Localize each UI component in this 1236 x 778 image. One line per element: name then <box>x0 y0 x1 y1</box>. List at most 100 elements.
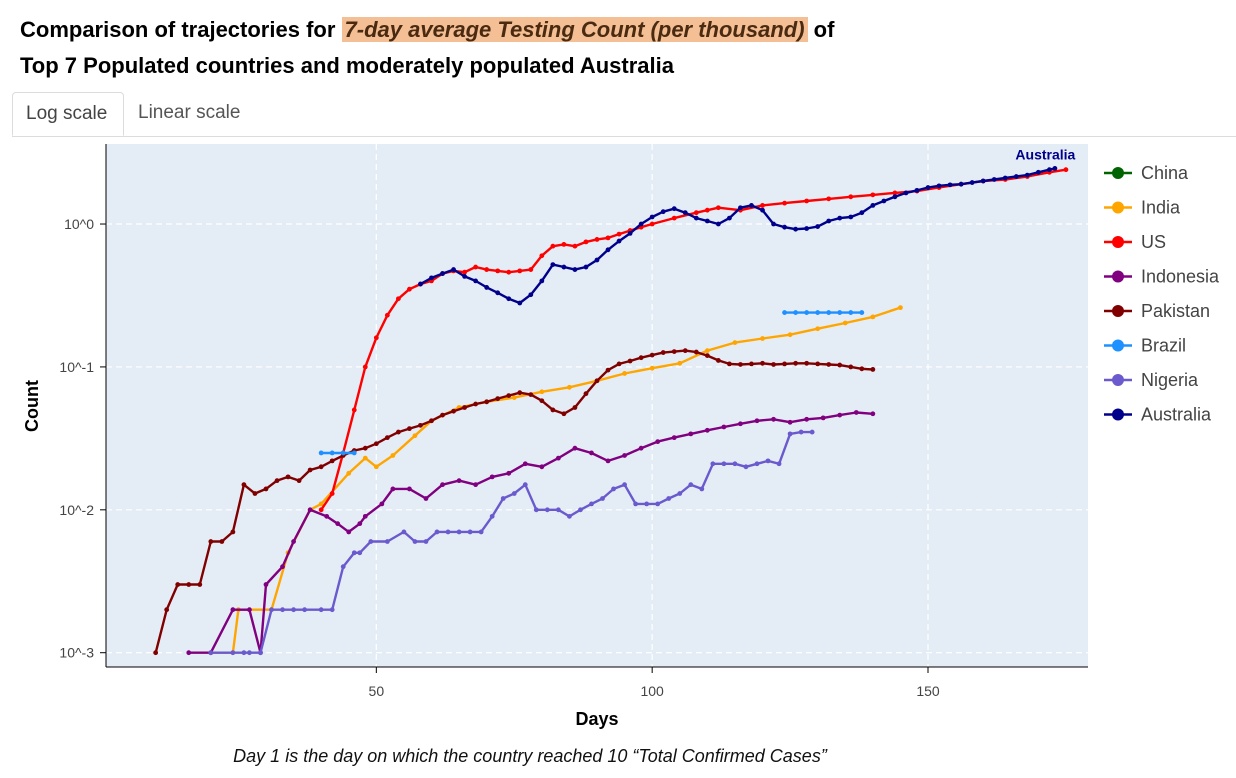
data-point-pakistan[interactable] <box>252 491 258 496</box>
data-point-nigeria[interactable] <box>401 529 407 535</box>
data-point-pakistan[interactable] <box>815 361 821 367</box>
data-point-indonesia[interactable] <box>440 482 445 488</box>
data-point-australia[interactable] <box>738 205 743 211</box>
data-point-pakistan[interactable] <box>782 361 787 367</box>
data-point-us[interactable] <box>605 235 611 241</box>
data-point-pakistan[interactable] <box>594 378 600 384</box>
data-point-indonesia[interactable] <box>771 416 776 422</box>
data-point-pakistan[interactable] <box>870 367 876 372</box>
data-point-nigeria[interactable] <box>721 461 727 467</box>
data-point-indonesia[interactable] <box>870 411 876 417</box>
data-point-indonesia[interactable] <box>291 539 296 544</box>
data-point-indonesia[interactable] <box>362 513 368 519</box>
data-point-pakistan[interactable] <box>462 405 467 410</box>
data-point-indonesia[interactable] <box>506 470 512 476</box>
data-point-pakistan[interactable] <box>506 393 512 398</box>
legend-item-india[interactable]: India <box>1104 198 1181 218</box>
data-point-nigeria[interactable] <box>544 507 550 513</box>
data-point-pakistan[interactable] <box>616 361 622 367</box>
data-point-australia[interactable] <box>451 267 456 272</box>
data-point-pakistan[interactable] <box>197 582 203 587</box>
data-point-nigeria[interactable] <box>456 529 462 535</box>
data-point-us[interactable] <box>572 243 578 249</box>
data-point-pakistan[interactable] <box>164 607 170 613</box>
data-point-us[interactable] <box>462 269 467 275</box>
data-point-nigeria[interactable] <box>522 482 528 488</box>
data-point-pakistan[interactable] <box>307 467 313 473</box>
data-point-us[interactable] <box>329 491 335 496</box>
tab-log-scale[interactable]: Log scale <box>12 92 124 136</box>
data-point-us[interactable] <box>804 198 810 204</box>
data-point-us[interactable] <box>561 242 567 247</box>
data-point-us[interactable] <box>693 210 699 216</box>
data-point-pakistan[interactable] <box>153 650 159 656</box>
data-point-us[interactable] <box>395 296 401 302</box>
data-point-indonesia[interactable] <box>335 521 341 527</box>
data-point-pakistan[interactable] <box>771 362 776 367</box>
data-point-pakistan[interactable] <box>473 401 479 407</box>
data-point-indonesia[interactable] <box>346 529 352 535</box>
data-point-us[interactable] <box>473 264 479 270</box>
data-point-pakistan[interactable] <box>208 539 214 544</box>
data-point-nigeria[interactable] <box>688 482 694 488</box>
data-point-nigeria[interactable] <box>208 650 214 656</box>
data-point-australia[interactable] <box>1035 169 1041 175</box>
data-point-nigeria[interactable] <box>384 539 390 544</box>
data-point-brazil[interactable] <box>351 450 357 456</box>
data-point-australia[interactable] <box>649 214 655 220</box>
data-point-indonesia[interactable] <box>754 418 760 424</box>
data-point-pakistan[interactable] <box>219 539 225 544</box>
data-point-brazil[interactable] <box>318 450 324 456</box>
data-point-us[interactable] <box>506 269 512 275</box>
data-point-pakistan[interactable] <box>550 407 556 413</box>
data-point-indonesia[interactable] <box>704 427 710 433</box>
data-point-australia[interactable] <box>980 178 986 184</box>
data-point-indonesia[interactable] <box>247 607 252 613</box>
data-point-pakistan[interactable] <box>274 478 280 484</box>
data-point-pakistan[interactable] <box>362 445 368 451</box>
data-point-us[interactable] <box>539 253 545 259</box>
data-point-australia[interactable] <box>495 290 501 296</box>
data-point-us[interactable] <box>318 507 324 513</box>
data-point-india[interactable] <box>539 389 545 395</box>
data-point-brazil[interactable] <box>826 310 832 315</box>
data-point-us[interactable] <box>594 237 600 242</box>
data-point-indonesia[interactable] <box>622 453 627 458</box>
data-point-indonesia[interactable] <box>423 496 429 501</box>
data-point-australia[interactable] <box>749 202 754 208</box>
data-point-india[interactable] <box>842 320 848 326</box>
data-point-pakistan[interactable] <box>605 367 611 373</box>
legend-item-china[interactable]: China <box>1104 163 1189 183</box>
data-point-pakistan[interactable] <box>329 458 335 464</box>
data-point-australia[interactable] <box>671 206 677 212</box>
legend-item-pakistan[interactable]: Pakistan <box>1104 301 1210 321</box>
data-point-australia[interactable] <box>892 194 898 200</box>
data-point-pakistan[interactable] <box>418 422 423 428</box>
data-point-australia[interactable] <box>715 221 721 227</box>
data-point-australia[interactable] <box>826 218 832 224</box>
data-point-us[interactable] <box>407 286 412 292</box>
data-point-indonesia[interactable] <box>820 415 826 421</box>
data-point-indonesia[interactable] <box>357 521 363 527</box>
data-point-nigeria[interactable] <box>710 461 716 467</box>
data-point-us[interactable] <box>373 335 379 341</box>
data-point-nigeria[interactable] <box>434 529 440 535</box>
data-point-pakistan[interactable] <box>451 408 456 414</box>
data-point-indonesia[interactable] <box>853 410 859 415</box>
data-point-us[interactable] <box>1063 167 1069 173</box>
legend-item-brazil[interactable]: Brazil <box>1104 336 1186 356</box>
data-point-india[interactable] <box>677 360 683 366</box>
data-point-pakistan[interactable] <box>671 349 677 354</box>
data-point-nigeria[interactable] <box>445 529 451 535</box>
data-point-indonesia[interactable] <box>605 458 611 464</box>
data-point-australia[interactable] <box>969 180 975 185</box>
data-point-pakistan[interactable] <box>230 529 236 535</box>
data-point-indonesia[interactable] <box>280 564 285 570</box>
data-point-india[interactable] <box>815 326 821 332</box>
data-point-australia[interactable] <box>1046 167 1052 173</box>
data-point-pakistan[interactable] <box>495 396 501 402</box>
data-point-australia[interactable] <box>594 257 600 263</box>
data-point-nigeria[interactable] <box>666 496 672 501</box>
data-point-australia[interactable] <box>704 218 710 224</box>
data-point-us[interactable] <box>870 192 876 198</box>
